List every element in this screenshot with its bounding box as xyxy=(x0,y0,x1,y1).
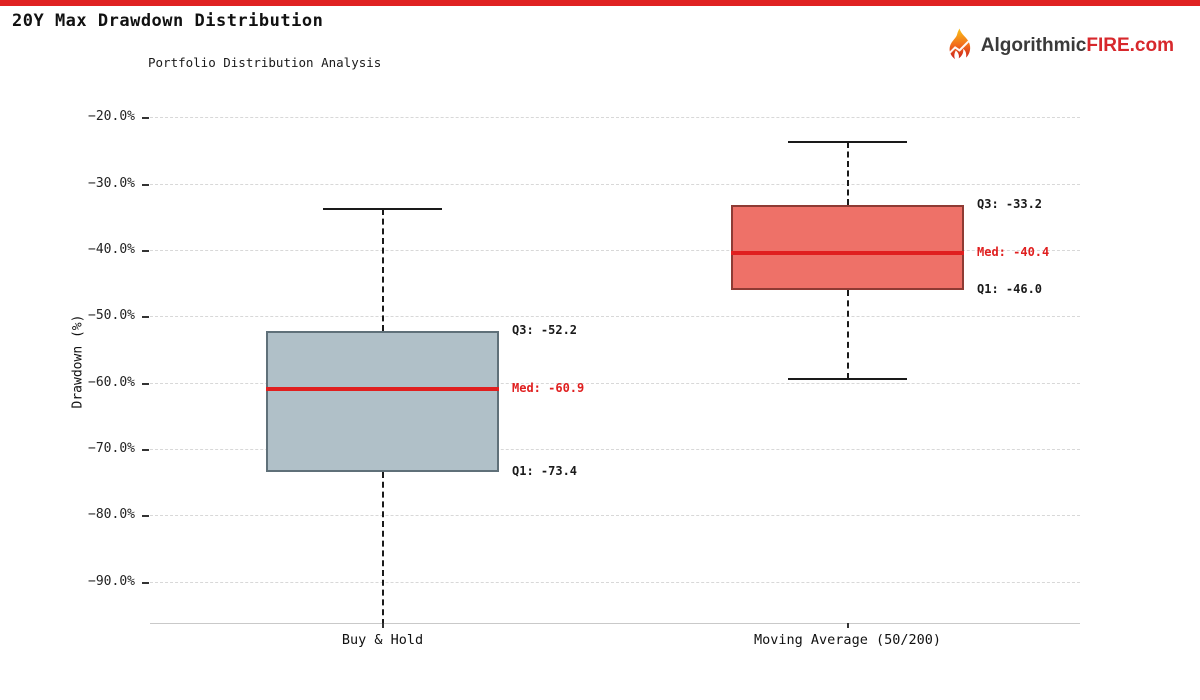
whisker-lower-cap xyxy=(788,377,907,380)
y-gridline xyxy=(150,382,1080,384)
median-line xyxy=(266,386,499,391)
y-tick-mark xyxy=(142,382,149,385)
y-tick-mark xyxy=(142,249,149,252)
y-tick-mark xyxy=(142,581,149,584)
y-tick-label: −90.0% xyxy=(88,573,135,589)
page-title: 20Y Max Drawdown Distribution xyxy=(12,11,324,31)
y-tick-label: −30.0% xyxy=(88,175,135,191)
y-gridline xyxy=(150,581,1080,583)
flame-icon xyxy=(942,27,977,65)
y-tick-mark xyxy=(142,117,149,120)
y-tick-label: −80.0% xyxy=(88,507,135,523)
x-tick-mark xyxy=(846,623,849,628)
y-axis-title: Drawdown (%) xyxy=(70,314,86,408)
brand-name-algorithmic: Algorithmic xyxy=(980,35,1087,56)
y-gridline xyxy=(150,249,1080,251)
y-gridline xyxy=(150,515,1080,517)
box xyxy=(266,330,499,472)
whisker-upper-cap xyxy=(323,207,442,210)
q1-label: Q1: -46.0 xyxy=(977,281,1043,296)
x-tick-mark xyxy=(381,623,384,628)
y-gridline xyxy=(150,316,1080,318)
x-category-label: Buy & Hold xyxy=(341,632,424,648)
brand-name-dotcom: .com xyxy=(1129,35,1174,56)
q3-label: Q3: -33.2 xyxy=(977,196,1043,211)
whisker-lower-line xyxy=(846,289,849,379)
median-label: Med: -40.4 xyxy=(977,244,1050,259)
x-category-label: Moving Average (50/200) xyxy=(754,632,941,648)
y-tick-label: −20.0% xyxy=(88,109,135,125)
whisker-upper-line xyxy=(846,142,849,205)
y-tick-mark xyxy=(142,316,149,319)
y-tick-label: −50.0% xyxy=(88,308,135,324)
q1-label: Q1: -73.4 xyxy=(512,463,578,478)
box xyxy=(731,204,964,290)
whisker-upper-line xyxy=(381,208,384,331)
y-tick-label: −60.0% xyxy=(88,374,135,390)
y-gridline xyxy=(150,449,1080,451)
y-gridline xyxy=(150,117,1080,119)
y-tick-label: −70.0% xyxy=(88,441,135,457)
y-gridline xyxy=(150,183,1080,185)
y-tick-mark xyxy=(142,183,149,186)
chart-subtitle: Portfolio Distribution Analysis xyxy=(148,55,382,70)
whisker-upper-cap xyxy=(788,141,907,144)
whisker-lower-line xyxy=(381,471,384,625)
top-accent-bar xyxy=(0,0,1200,6)
brand-name-fire: FIRE xyxy=(1086,35,1130,56)
y-tick-mark xyxy=(142,515,149,518)
median-label: Med: -60.9 xyxy=(512,380,585,395)
median-line xyxy=(731,250,964,255)
y-tick-label: −40.0% xyxy=(88,241,135,257)
y-tick-mark xyxy=(142,449,149,452)
q3-label: Q3: -52.2 xyxy=(512,322,578,337)
brand-logo[interactable]: AlgorithmicFIRE.com xyxy=(942,27,1174,65)
x-axis-line xyxy=(150,623,1080,624)
